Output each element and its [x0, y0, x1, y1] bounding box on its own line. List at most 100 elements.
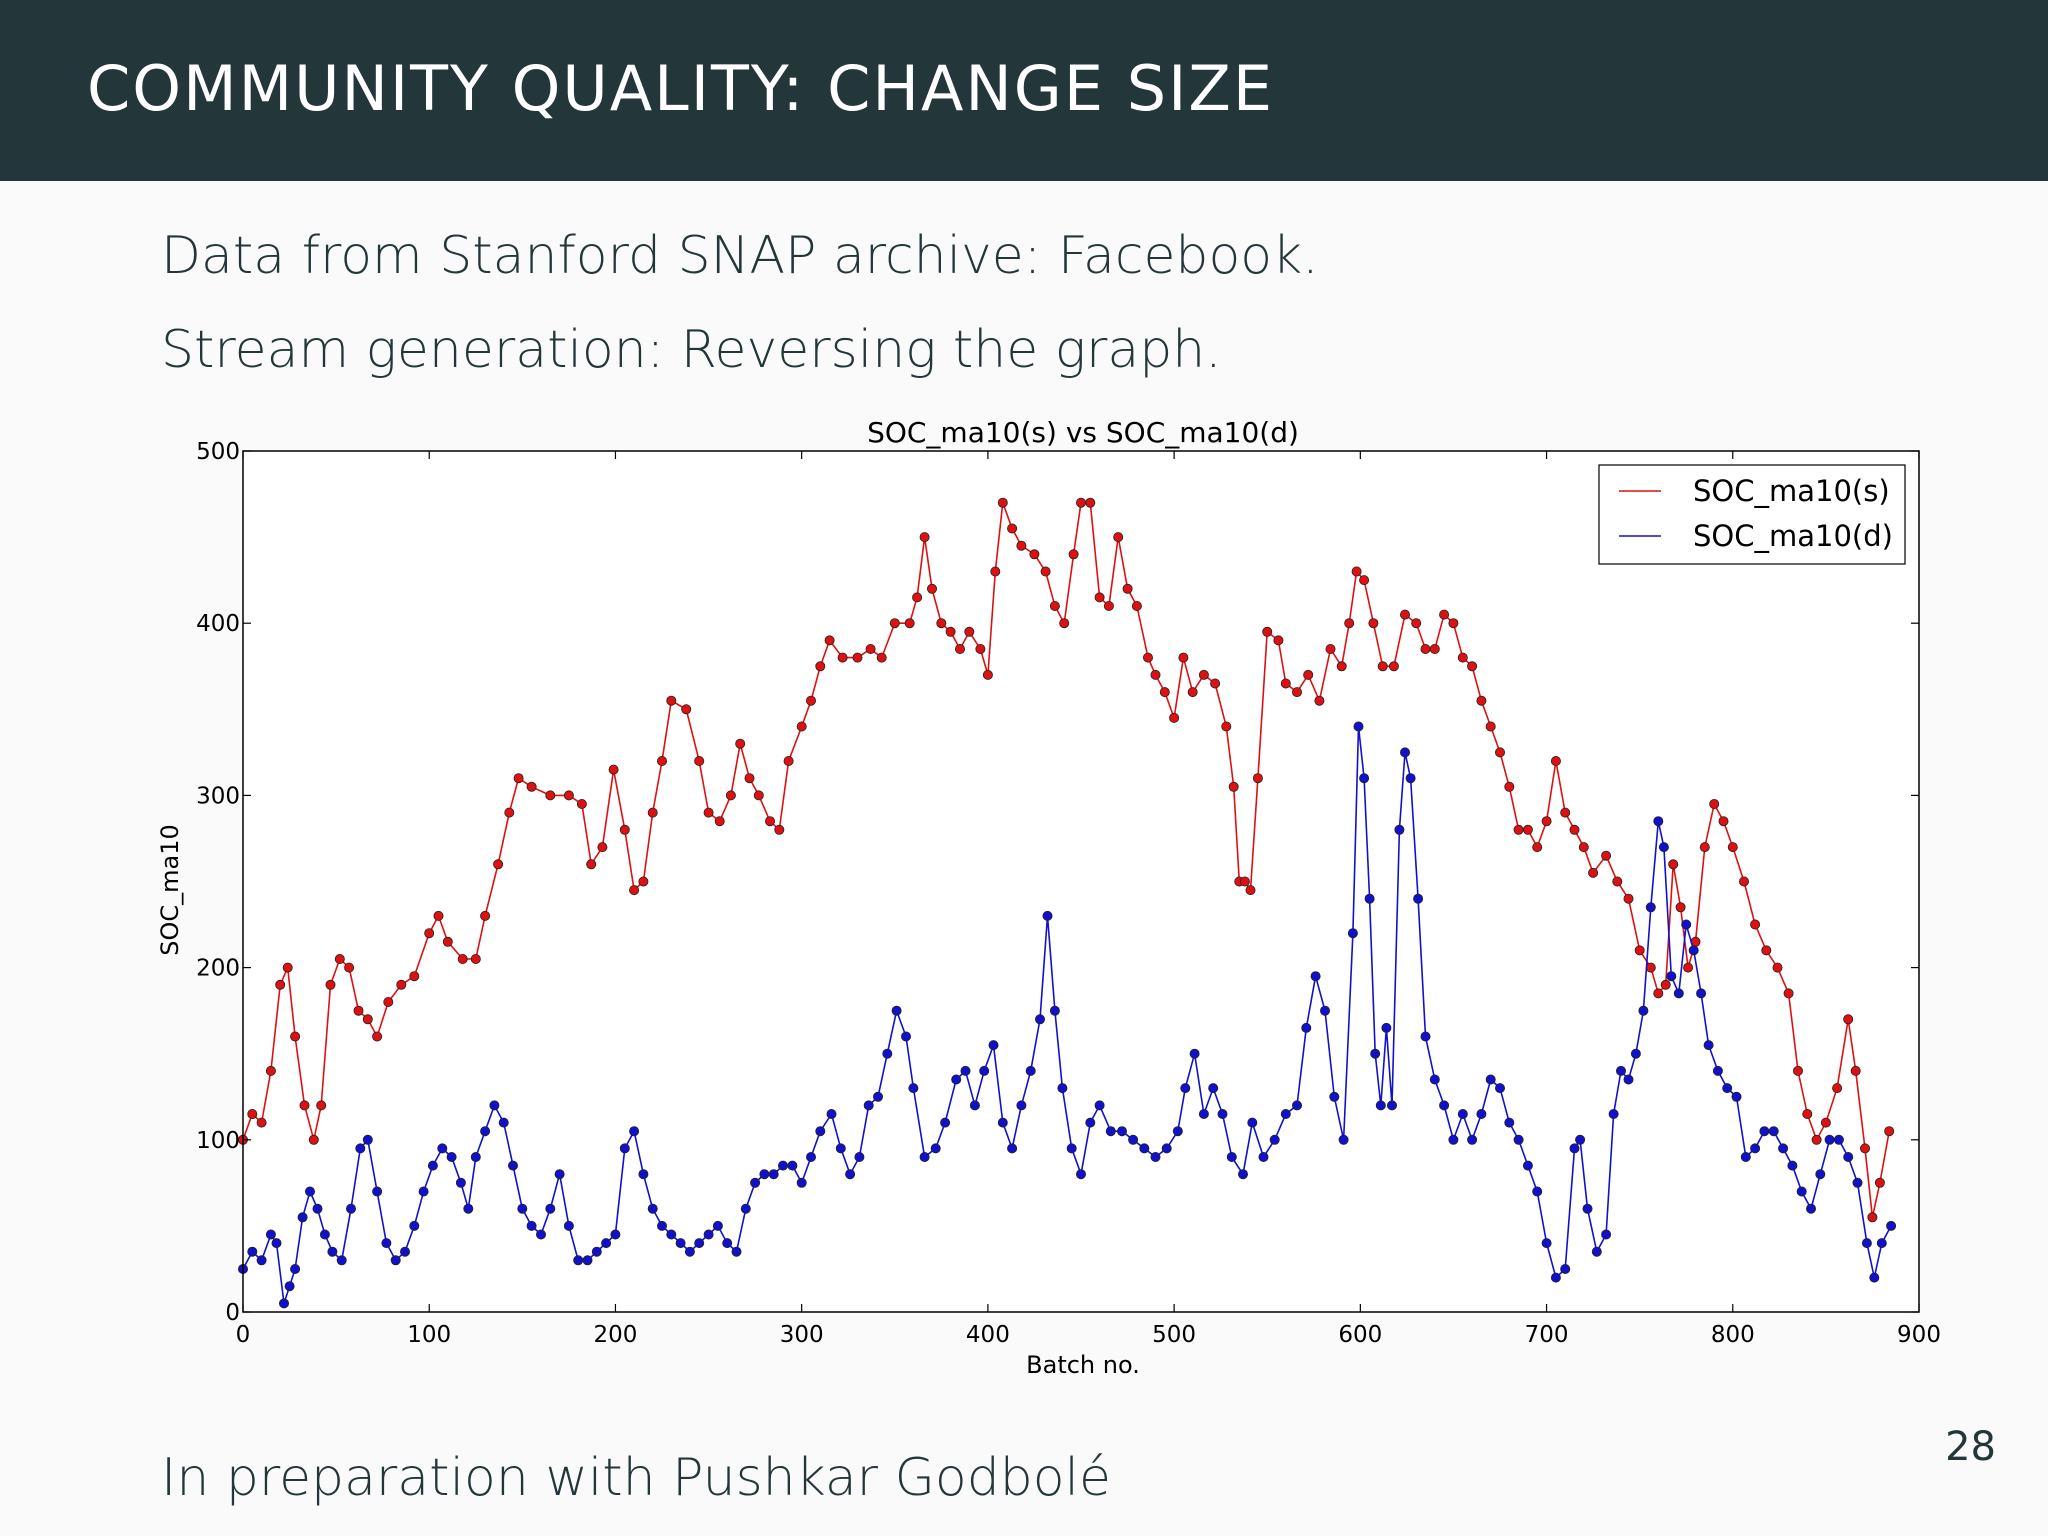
data-point — [563, 1220, 574, 1231]
data-point — [1591, 1246, 1602, 1257]
data-point — [1400, 747, 1411, 758]
data-point — [1439, 609, 1450, 620]
data-point — [768, 1169, 779, 1180]
data-point — [1169, 712, 1180, 723]
data-point — [1375, 1100, 1386, 1111]
data-point — [1336, 661, 1347, 672]
data-point — [372, 1031, 383, 1042]
data-point — [919, 1152, 930, 1163]
data-point — [647, 807, 658, 818]
data-point — [1768, 1126, 1779, 1137]
data-point — [1884, 1126, 1895, 1137]
data-point — [753, 790, 764, 801]
data-point — [1750, 1143, 1761, 1154]
data-point — [1876, 1238, 1887, 1249]
data-point — [290, 1264, 301, 1275]
data-point — [1658, 842, 1669, 853]
data-point — [1068, 549, 1079, 560]
data-point — [1653, 816, 1664, 827]
data-point — [1411, 618, 1422, 629]
data-point — [1832, 1083, 1843, 1094]
data-point — [446, 1152, 457, 1163]
data-point — [591, 1246, 602, 1257]
data-point — [1588, 867, 1599, 878]
data-point — [1666, 971, 1677, 982]
data-point — [480, 910, 491, 921]
data-point — [1420, 1031, 1431, 1042]
data-point — [647, 1203, 658, 1214]
data-point — [619, 1143, 630, 1154]
data-point — [1867, 1212, 1878, 1223]
data-point — [409, 1220, 420, 1231]
data-point — [1852, 1177, 1863, 1188]
data-point — [1387, 1100, 1398, 1111]
text-stream-generation: Stream generation: Reversing the graph. — [161, 320, 1222, 380]
data-point — [826, 1109, 837, 1120]
data-point — [1550, 756, 1561, 767]
data-point — [1252, 773, 1263, 784]
x-tick-label: 100 — [407, 1322, 451, 1348]
data-point — [1522, 824, 1533, 835]
data-point — [657, 756, 668, 767]
data-point — [703, 807, 714, 818]
data-point — [470, 954, 481, 965]
data-point — [334, 954, 345, 965]
data-point — [1221, 721, 1232, 732]
data-point — [1310, 971, 1321, 982]
data-point — [586, 859, 597, 870]
data-point — [1189, 1048, 1200, 1059]
data-point — [1105, 1126, 1116, 1137]
data-point — [1739, 876, 1750, 887]
data-point — [1042, 910, 1053, 921]
data-point — [1198, 669, 1209, 680]
data-point — [1128, 1134, 1139, 1145]
data-point — [1161, 1143, 1172, 1154]
data-point — [390, 1255, 401, 1266]
data-point — [316, 1100, 327, 1111]
data-point — [969, 1100, 980, 1111]
data-point — [383, 997, 394, 1008]
data-point — [1727, 842, 1738, 853]
data-point — [740, 1203, 751, 1214]
data-point — [1057, 1083, 1068, 1094]
data-point — [912, 592, 923, 603]
x-tick-label: 400 — [966, 1322, 1010, 1348]
data-point — [1035, 1014, 1046, 1025]
data-point — [1228, 781, 1239, 792]
data-point — [275, 979, 286, 990]
data-point — [1811, 1134, 1822, 1145]
data-point — [852, 652, 863, 663]
data-point — [608, 764, 619, 775]
data-point — [854, 1152, 865, 1163]
data-point — [783, 756, 794, 767]
legend-label: SOC_ma10(d) — [1693, 519, 1893, 553]
data-point — [1400, 609, 1411, 620]
data-point — [997, 1117, 1008, 1128]
data-point — [1059, 618, 1070, 629]
data-point — [806, 1152, 817, 1163]
data-point — [694, 756, 705, 767]
data-point — [319, 1229, 330, 1240]
data-point — [666, 695, 677, 706]
data-point — [1094, 1100, 1105, 1111]
data-point — [806, 695, 817, 706]
data-point — [1645, 962, 1656, 973]
chart-legend: SOC_ma10(s) SOC_ma10(d) — [1598, 464, 1906, 565]
series-s — [237, 497, 1895, 1223]
data-point — [304, 1186, 315, 1197]
data-point — [1258, 1152, 1269, 1163]
data-point — [1226, 1152, 1237, 1163]
data-point — [504, 807, 515, 818]
data-point — [1245, 885, 1256, 896]
data-point — [1772, 962, 1783, 973]
data-point — [290, 1031, 301, 1042]
data-point — [675, 1238, 686, 1249]
data-point — [1329, 1091, 1340, 1102]
data-point — [271, 1238, 282, 1249]
legend-label: SOC_ma10(s) — [1693, 474, 1890, 508]
data-point — [1578, 842, 1589, 853]
data-point — [1673, 988, 1684, 999]
legend-box — [1598, 464, 1906, 565]
data-point — [945, 626, 956, 637]
